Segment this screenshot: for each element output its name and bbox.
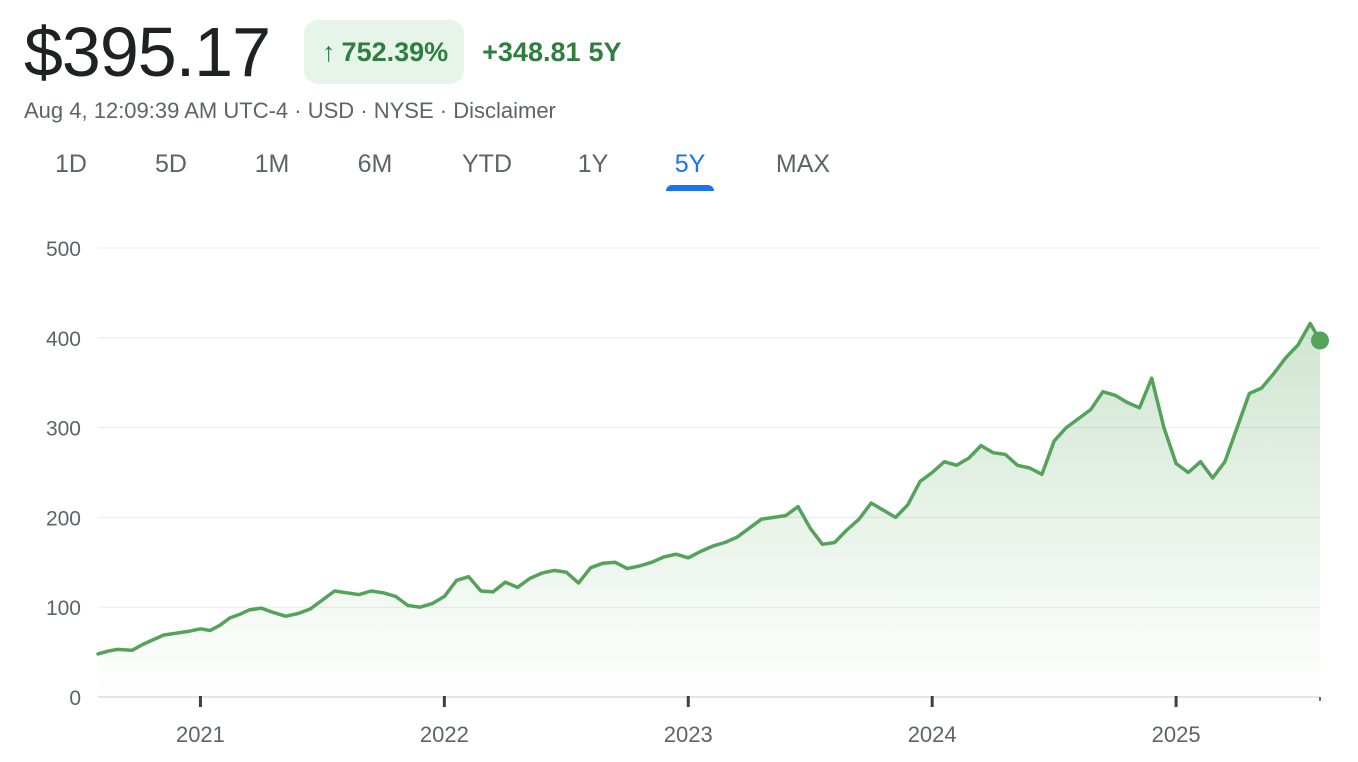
tab-5d[interactable]: 5D <box>155 150 187 178</box>
tab-6m[interactable]: 6M <box>357 150 393 178</box>
x-tick-label: 2023 <box>664 722 713 747</box>
quote-timestamp: Aug 4, 12:09:39 AM UTC-4 <box>24 98 289 123</box>
range-tabs: 1D 5D 1M 6M YTD 1Y 5Y MAX <box>0 150 900 194</box>
y-axis: 0 100 200 300 400 500 <box>46 238 81 710</box>
y-tick-label: 500 <box>46 238 81 261</box>
x-tick-label: 2025 <box>1152 722 1201 747</box>
percent-change-badge: ↑ 752.39% <box>304 20 465 84</box>
tab-1d[interactable]: 1D <box>55 150 87 178</box>
tab-max[interactable]: MAX <box>775 150 831 178</box>
x-tick-label: 2024 <box>908 722 957 747</box>
y-tick-label: 100 <box>46 597 81 620</box>
price-line[interactable] <box>96 321 1322 656</box>
meta-separator: · <box>354 98 374 123</box>
last-price-marker <box>1311 331 1329 350</box>
absolute-change: +348.81 5Y <box>482 37 621 68</box>
meta-separator: · <box>433 98 454 123</box>
tab-ytd[interactable]: YTD <box>462 150 512 178</box>
current-price: $395.17 <box>24 13 271 91</box>
y-tick-label: 300 <box>46 418 81 441</box>
x-axis: 2021 2022 2023 2024 2025 <box>176 696 1321 747</box>
y-tick-label: 0 <box>69 687 81 710</box>
tab-5y[interactable]: 5Y <box>674 150 706 178</box>
percent-change-value: 752.39% <box>341 36 449 67</box>
disclaimer-link[interactable]: Disclaimer <box>453 98 556 123</box>
quote-meta: Aug 4, 12:09:39 AM UTC-4 · USD · NYSE · … <box>24 98 556 124</box>
change-value: +348.81 <box>482 36 581 67</box>
meta-separator: · <box>288 98 308 123</box>
quote-header: $395.17 ↑ 752.39% +348.81 5Y <box>24 14 622 90</box>
quote-exchange: NYSE <box>373 98 434 123</box>
y-tick-label: 400 <box>46 328 81 351</box>
active-tab-indicator <box>666 185 714 191</box>
price-area <box>98 323 1320 697</box>
change-period: 5Y <box>588 36 622 67</box>
y-tick-label: 200 <box>46 507 81 530</box>
quote-currency: USD <box>307 98 355 123</box>
tab-1m[interactable]: 1M <box>254 150 290 178</box>
arrow-up-icon: ↑ <box>322 36 336 67</box>
x-tick-label: 2021 <box>176 722 225 747</box>
tab-1y[interactable]: 1Y <box>577 150 609 178</box>
x-tick-label: 2022 <box>420 722 469 747</box>
